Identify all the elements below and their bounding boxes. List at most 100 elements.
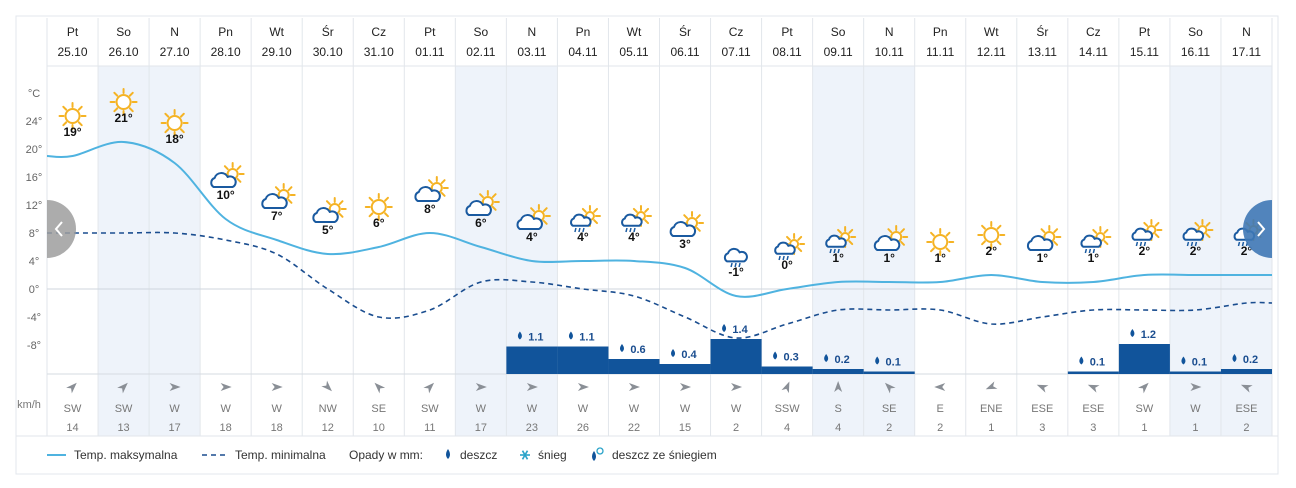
max-temp-label: 1° bbox=[1037, 251, 1049, 265]
wind-speed-label: 12 bbox=[322, 422, 334, 434]
sun-ray bbox=[695, 214, 701, 220]
rain-streak bbox=[1139, 241, 1143, 247]
sun-ray bbox=[287, 198, 293, 204]
sun-ray bbox=[1092, 228, 1098, 234]
sun-ray bbox=[1103, 240, 1109, 246]
sun-ray bbox=[1205, 233, 1211, 239]
precip-value: 1.1 bbox=[517, 331, 544, 344]
precip-value: 0.2 bbox=[824, 354, 850, 366]
y-axis: °C 24° 20° 16° 12° 8° 4° 0° -4° -8° bbox=[26, 88, 43, 352]
prev-button-bg[interactable] bbox=[47, 200, 76, 258]
sun-ray bbox=[1053, 228, 1059, 234]
sun-ray bbox=[113, 107, 119, 113]
raindrop-icon bbox=[1130, 329, 1135, 337]
sun-ray bbox=[179, 128, 185, 134]
rain-streak bbox=[629, 227, 632, 233]
sun-ray bbox=[1040, 228, 1046, 234]
chevron-left-icon[interactable] bbox=[54, 221, 63, 237]
chevron-right-icon[interactable] bbox=[1257, 221, 1266, 237]
wind-direction-label: W bbox=[271, 403, 282, 415]
sun-ray bbox=[164, 112, 170, 118]
y-tick-label: 20° bbox=[26, 144, 43, 156]
snowflake-dot bbox=[596, 447, 604, 455]
wind-speed-label: 22 bbox=[628, 422, 640, 434]
y-tick-label: -4° bbox=[27, 312, 41, 324]
sun-ray bbox=[338, 200, 344, 206]
wind-direction-label: NW bbox=[319, 403, 338, 415]
wind-arrow-icon bbox=[577, 383, 589, 391]
weekend-column bbox=[506, 66, 558, 436]
precip-bar bbox=[506, 346, 558, 374]
sun-cloud-icon bbox=[465, 190, 500, 216]
raindrop-icon bbox=[671, 349, 676, 357]
cloud-shape bbox=[1026, 235, 1054, 251]
sun-ray bbox=[1194, 221, 1200, 227]
wind-direction-label: ESE bbox=[1082, 403, 1104, 415]
day-name-label: So bbox=[831, 25, 846, 39]
next-button-bg[interactable] bbox=[1243, 200, 1272, 258]
sun-icon bbox=[364, 193, 393, 221]
precip-value: 0.6 bbox=[619, 344, 646, 356]
y-tick-label: 16° bbox=[26, 172, 43, 184]
wind-arrow-icon bbox=[1138, 382, 1149, 394]
sun-rain-icon bbox=[774, 233, 806, 261]
sun-rays bbox=[364, 193, 393, 221]
day-date-label: 02.11 bbox=[466, 45, 495, 59]
min-temp-line bbox=[47, 231, 1273, 339]
next-button[interactable] bbox=[1243, 200, 1272, 258]
max-temp-label: 6° bbox=[373, 216, 385, 230]
sun-ray bbox=[428, 179, 433, 185]
raindrop-icon bbox=[1181, 356, 1186, 365]
sun-cloud-icon bbox=[414, 176, 449, 202]
sun-disc bbox=[370, 199, 387, 215]
rain-streak bbox=[574, 227, 577, 233]
sun-cloud-icon bbox=[873, 225, 909, 251]
rain-streak bbox=[582, 227, 585, 233]
raindrop-icon bbox=[875, 356, 880, 365]
day-name-label: Śr bbox=[1036, 24, 1048, 39]
sun-ray bbox=[62, 121, 68, 127]
precip-bar bbox=[710, 339, 762, 374]
legend-snow-label: śnieg bbox=[538, 448, 567, 462]
day-date-label: 05.11 bbox=[619, 45, 648, 59]
wind-speed-label: 10 bbox=[373, 422, 385, 434]
wind-arrow-icon bbox=[66, 382, 77, 394]
day-name-label: Cz bbox=[1086, 25, 1101, 39]
sun-ray bbox=[179, 112, 185, 118]
day-date-label: 25.10 bbox=[58, 45, 88, 59]
max-temp-label: 6° bbox=[475, 216, 487, 230]
sun-ray bbox=[593, 207, 599, 213]
precip-bar bbox=[1118, 344, 1170, 374]
wind-speed-label: 14 bbox=[66, 422, 78, 434]
sun-rain-icon bbox=[1131, 219, 1163, 247]
day-name-label: Pn bbox=[218, 25, 233, 39]
sun-ray bbox=[981, 224, 986, 230]
sun-ray bbox=[164, 128, 170, 134]
day-headers: Pt 25.10 So 26.10 N 27.10 Pn 28.10 Wt 29.10 Śr 30.1… bbox=[58, 24, 1262, 59]
sun-disc bbox=[115, 94, 132, 110]
precip-bar bbox=[761, 366, 813, 374]
sun-icon bbox=[926, 228, 955, 256]
raindrop-icon bbox=[773, 351, 778, 360]
sun-ray bbox=[996, 224, 1002, 230]
cloud-shape bbox=[669, 221, 697, 237]
prev-button[interactable] bbox=[47, 200, 76, 258]
day-date-label: 30.10 bbox=[313, 45, 343, 59]
precip-value-label: 0.1 bbox=[886, 357, 901, 369]
sun-rays bbox=[926, 228, 955, 256]
sun-ray bbox=[440, 191, 446, 197]
precip-bar bbox=[1067, 371, 1119, 374]
sun-ray bbox=[644, 207, 650, 213]
rain-streak bbox=[633, 227, 636, 233]
legend-max-label: Temp. maksymalna bbox=[74, 448, 178, 462]
cloud-shape bbox=[774, 241, 796, 255]
wind-arrow-icon bbox=[220, 383, 232, 391]
wind-arrow-icon bbox=[731, 383, 743, 391]
wind-direction-label: W bbox=[731, 403, 742, 415]
sun-ray bbox=[128, 107, 134, 113]
cloud-shape bbox=[516, 214, 543, 230]
wind-arrow-icon bbox=[475, 383, 487, 391]
raindrop-icon bbox=[824, 354, 829, 362]
sun-ray bbox=[77, 105, 83, 111]
